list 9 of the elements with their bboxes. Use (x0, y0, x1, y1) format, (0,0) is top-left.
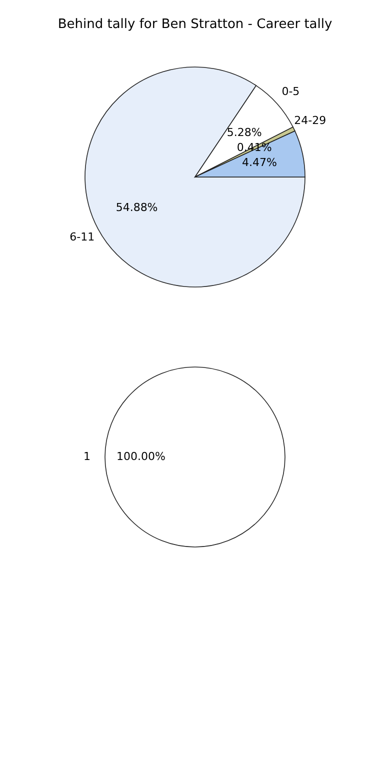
data-label: 4.47% (242, 156, 277, 169)
slice-label: 0-5 (282, 84, 300, 98)
data-label: 54.88% (116, 201, 158, 214)
data-label: 100.00% (116, 450, 166, 463)
slice-label: 24-29 (294, 114, 326, 128)
data-label: 5.28% (226, 126, 262, 140)
chart-title: Behind tally for Ben Stratton - Career tally (58, 17, 332, 32)
slice-label: 1 (84, 450, 90, 463)
slice-label: 6-11 (70, 230, 95, 244)
